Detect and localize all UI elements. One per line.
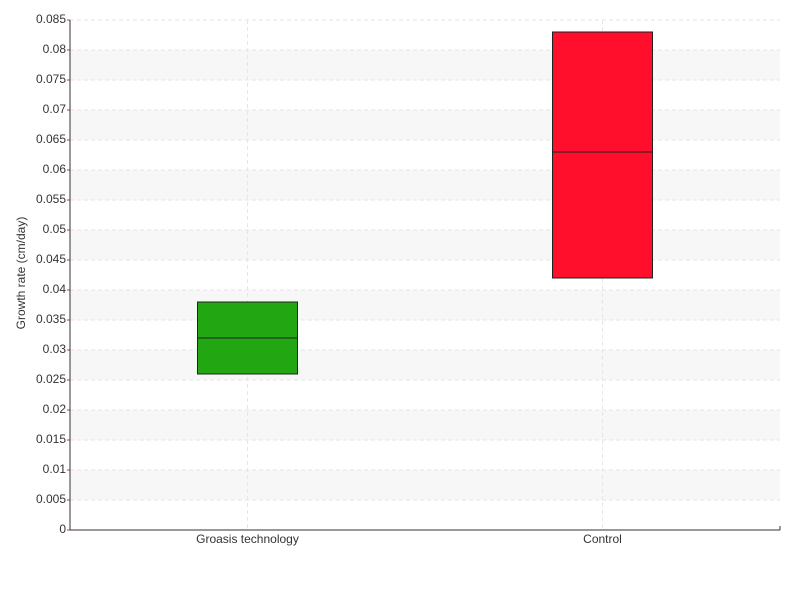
y-tick-label: 0.085 — [36, 12, 66, 26]
y-tick-label: 0.065 — [36, 132, 66, 146]
x-tick-label: Control — [583, 532, 622, 546]
y-tick-label: 0.015 — [36, 432, 66, 446]
y-tick-label: 0.08 — [43, 42, 67, 56]
y-tick-label: 0.04 — [43, 282, 67, 296]
y-tick-label: 0.01 — [43, 462, 67, 476]
y-tick-label: 0.035 — [36, 312, 66, 326]
y-tick-label: 0.075 — [36, 72, 66, 86]
y-axis-label: Growth rate (cm/day) — [14, 217, 28, 330]
y-tick-label: 0.045 — [36, 252, 66, 266]
y-tick-label: 0.025 — [36, 372, 66, 386]
grid-band — [70, 110, 780, 140]
grid-band — [70, 230, 780, 260]
y-tick-label: 0.055 — [36, 192, 66, 206]
grid-band — [70, 170, 780, 200]
grid-band — [70, 410, 780, 440]
y-tick-label: 0.07 — [43, 102, 67, 116]
y-tick-label: 0 — [59, 522, 66, 536]
grid-band — [70, 290, 780, 320]
y-tick-label: 0.02 — [43, 402, 67, 416]
y-tick-label: 0.005 — [36, 492, 66, 506]
y-tick-label: 0.06 — [43, 162, 67, 176]
grid-band — [70, 50, 780, 80]
y-tick-label: 0.03 — [43, 342, 67, 356]
grid-band — [70, 350, 780, 380]
grid-band — [70, 470, 780, 500]
x-tick-label: Groasis technology — [196, 532, 299, 546]
box — [552, 31, 653, 279]
y-tick-label: 0.05 — [43, 222, 67, 236]
